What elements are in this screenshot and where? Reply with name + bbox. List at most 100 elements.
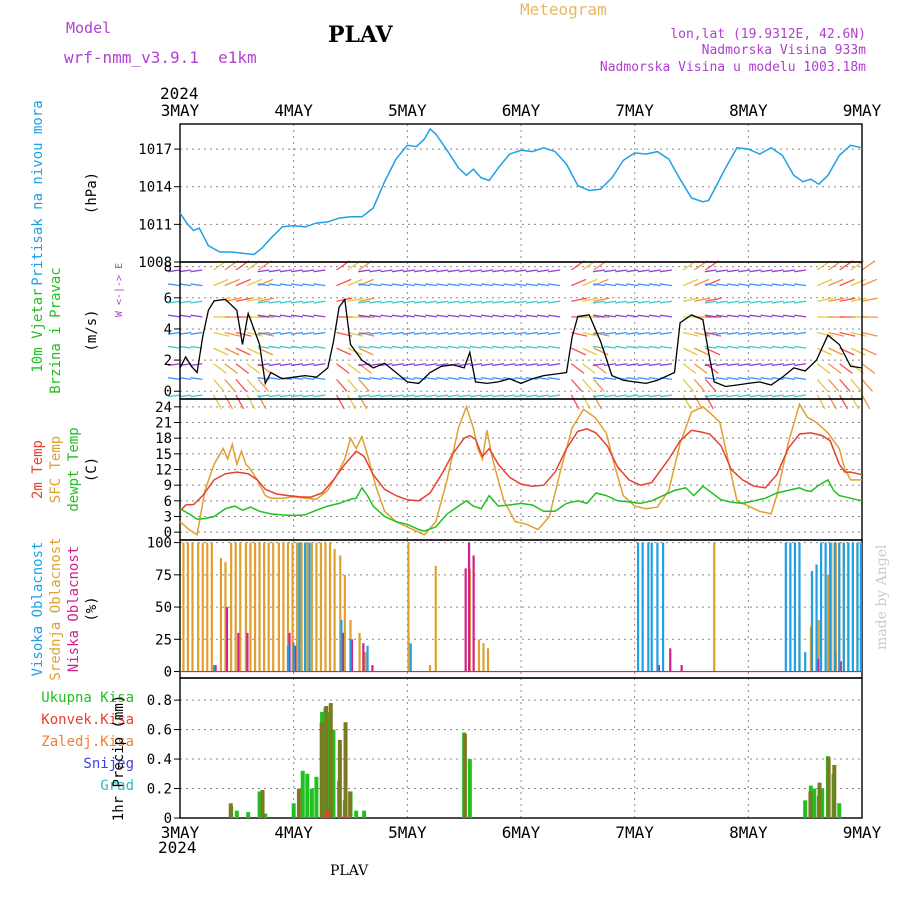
wind-arrow xyxy=(492,283,505,287)
wind-arrow xyxy=(268,314,281,318)
wind-arrow xyxy=(749,363,762,367)
wind-arrow xyxy=(492,345,505,349)
y-axis-label: Brzina i Pravac xyxy=(48,267,64,393)
wind-arrow xyxy=(536,269,550,273)
wind-arrow xyxy=(705,297,722,302)
wind-arrow xyxy=(571,331,588,337)
wind-arrow xyxy=(179,394,192,398)
wind-arrow xyxy=(458,300,471,304)
y-tick-label: 6 xyxy=(164,494,172,510)
wind-arrow xyxy=(469,377,482,381)
y-axis-unit: (hPa) xyxy=(84,172,100,214)
wind-arrow xyxy=(313,269,326,273)
bar-cloud_low xyxy=(237,632,240,672)
wind-arrow xyxy=(313,377,326,381)
wind-arrow xyxy=(268,331,281,335)
wind-arrow xyxy=(604,345,617,349)
wind-arrow xyxy=(760,283,773,287)
wind-arrow xyxy=(582,331,599,337)
bar-cloud_low xyxy=(246,632,249,672)
wind-arrow xyxy=(592,300,605,304)
wind-arrow xyxy=(794,314,807,318)
bar-cloud_low xyxy=(839,661,842,672)
wind-arrow xyxy=(637,345,650,349)
wind-arrow xyxy=(782,283,796,287)
wind-arrow xyxy=(817,347,833,356)
wind-arrow xyxy=(224,347,240,356)
wind-arrow xyxy=(525,300,538,304)
wind-arrow xyxy=(369,300,382,304)
bar-rain_total xyxy=(803,800,808,818)
wind-arrow xyxy=(369,283,382,287)
bar-rain_total xyxy=(820,788,825,818)
bar-bar_olive xyxy=(337,739,342,818)
wind-arrow xyxy=(436,363,449,367)
bar-cloud_high xyxy=(213,665,216,672)
wind-arrow xyxy=(436,345,449,349)
wind-arrow xyxy=(391,345,404,349)
wind-arrow xyxy=(503,300,516,304)
wind-arrow xyxy=(413,345,427,349)
wind-arrow xyxy=(659,283,673,287)
wind-arrow xyxy=(760,345,773,349)
wind-arrow xyxy=(525,269,538,273)
wind-arrow xyxy=(659,300,673,304)
bar-bar_olive xyxy=(296,788,301,818)
wind-arrow xyxy=(536,300,550,304)
wind-arrow xyxy=(302,283,315,287)
wind-arrow xyxy=(313,283,326,287)
wind-arrow xyxy=(391,363,404,367)
wind-arrow xyxy=(659,269,673,273)
wind-arrow xyxy=(168,269,181,273)
bar-cloud_high xyxy=(815,564,818,672)
bar-cloud_mid xyxy=(210,542,213,672)
bar-bar_olive xyxy=(343,722,348,818)
wind-arrow xyxy=(235,347,251,356)
wind-arrow xyxy=(358,378,370,392)
wind-arrow xyxy=(782,300,796,304)
bar-rain_total xyxy=(305,773,310,818)
bar-cloud_mid xyxy=(272,542,275,672)
wind-arrow xyxy=(648,363,661,367)
bar-cloud_mid xyxy=(319,542,323,672)
wind-arrow xyxy=(413,331,427,335)
y-tick-label: 18 xyxy=(155,431,172,447)
wind-arrow xyxy=(749,331,762,335)
y-axis-label: Visoka Oblacnost xyxy=(30,542,46,677)
x-tick-label-bottom: 8MAY xyxy=(729,823,768,842)
wind-arrow xyxy=(358,269,371,273)
bar-cloud_mid xyxy=(239,542,242,672)
wind-arrow xyxy=(593,297,610,302)
wind-arrow xyxy=(782,314,796,318)
wind-arrow xyxy=(525,363,538,367)
wind-arrow xyxy=(861,331,878,337)
wind-arrow xyxy=(190,300,203,304)
wind-arrow xyxy=(659,345,673,349)
wind-arrow xyxy=(268,345,281,349)
bar-rain_conv xyxy=(325,810,330,818)
wind-arrow xyxy=(168,314,181,318)
wind-arrow xyxy=(738,345,751,349)
wind-arrow xyxy=(682,347,698,356)
bar-cloud_mid xyxy=(300,542,303,672)
bar-rain_total xyxy=(837,803,842,818)
wind-arrow xyxy=(749,345,762,349)
wind-arrow xyxy=(458,283,471,287)
bar-rain_total xyxy=(263,813,268,818)
wind-arrow xyxy=(235,394,245,410)
wind-arrow xyxy=(425,269,438,273)
bar-cloud_mid xyxy=(286,542,290,672)
wind-arrow xyxy=(413,363,427,367)
wind-arrow xyxy=(190,363,203,367)
wind-arrow xyxy=(436,377,449,381)
wind-arrow xyxy=(839,331,856,337)
wind-arrow xyxy=(224,331,241,337)
panel-frame xyxy=(179,123,863,263)
y-axis-unit: (m/s) xyxy=(84,309,100,351)
wind-arrow xyxy=(615,314,628,318)
bar-cloud_mid xyxy=(324,542,327,672)
legend-ylabel_name5: Grad xyxy=(100,778,134,794)
wind-arrow xyxy=(436,394,449,398)
wind-arrow xyxy=(447,269,460,273)
